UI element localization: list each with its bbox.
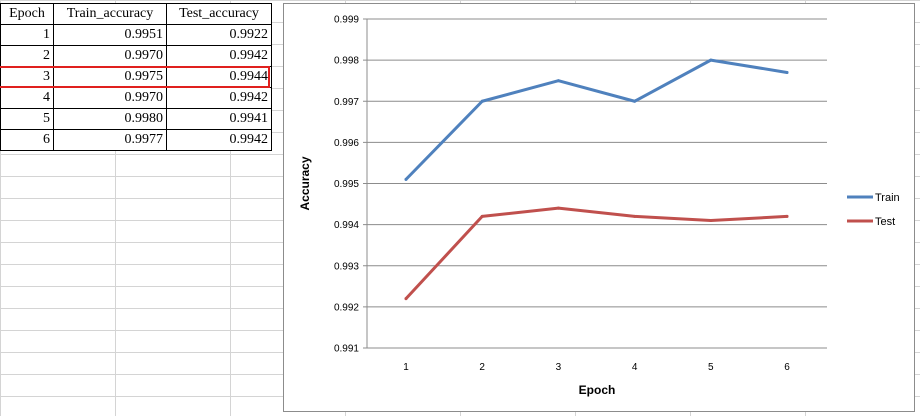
cell-train-accuracy[interactable]: 0.9970 <box>53 45 167 67</box>
table-row: 4 0.9970 0.9942 <box>0 87 272 109</box>
y-tick-label: 0.992 <box>334 302 359 313</box>
header-train-accuracy[interactable]: Train_accuracy <box>53 3 167 25</box>
table-row: 3 0.9975 0.9944 <box>0 66 272 88</box>
x-tick-label: 3 <box>556 362 562 373</box>
legend-label-train: Train <box>875 192 900 204</box>
cell-epoch[interactable]: 3 <box>0 66 54 88</box>
cell-epoch[interactable]: 5 <box>0 108 54 130</box>
cell-test-accuracy[interactable]: 0.9942 <box>166 87 272 109</box>
data-point-train <box>633 99 637 103</box>
cell-test-accuracy[interactable]: 0.9941 <box>166 108 272 130</box>
y-axis-label: Accuracy <box>298 156 312 210</box>
data-point-test <box>480 214 484 218</box>
cell-train-accuracy[interactable]: 0.9970 <box>53 87 167 109</box>
cell-test-accuracy[interactable]: 0.9922 <box>166 24 272 46</box>
data-point-train <box>556 79 560 83</box>
series-line-train <box>404 58 789 181</box>
table-row: 6 0.9977 0.9942 <box>0 129 272 151</box>
data-point-train <box>709 58 713 62</box>
y-tick-label: 0.995 <box>334 179 359 190</box>
x-tick-label: 1 <box>403 362 409 373</box>
y-tick-label: 0.996 <box>334 138 359 149</box>
data-point-test <box>556 206 560 210</box>
data-point-train <box>480 99 484 103</box>
x-tick-label: 5 <box>708 362 714 373</box>
table-header-row: Epoch Train_accuracy Test_accuracy <box>0 3 272 25</box>
series-line-test <box>404 206 789 301</box>
cell-epoch[interactable]: 2 <box>0 45 54 67</box>
data-point-train <box>785 70 789 74</box>
cell-epoch[interactable]: 6 <box>0 129 54 151</box>
data-point-test <box>404 297 408 301</box>
cell-epoch[interactable]: 1 <box>0 24 54 46</box>
y-tick-label: 0.999 <box>334 15 359 26</box>
table-row: 1 0.9951 0.9922 <box>0 24 272 46</box>
y-tick-label: 0.997 <box>334 97 359 108</box>
cell-test-accuracy[interactable]: 0.9942 <box>166 129 272 151</box>
cell-train-accuracy[interactable]: 0.9980 <box>53 108 167 130</box>
legend-label-test: Test <box>875 216 895 228</box>
cell-train-accuracy[interactable]: 0.9977 <box>53 129 167 151</box>
cell-train-accuracy[interactable]: 0.9951 <box>53 24 167 46</box>
table-row: 2 0.9970 0.9942 <box>0 45 272 67</box>
x-tick-label: 2 <box>479 362 485 373</box>
header-test-accuracy[interactable]: Test_accuracy <box>166 3 272 25</box>
cell-epoch[interactable]: 4 <box>0 87 54 109</box>
data-point-train <box>404 177 408 181</box>
x-tick-label: 4 <box>632 362 638 373</box>
header-epoch[interactable]: Epoch <box>0 3 54 25</box>
data-point-test <box>633 214 637 218</box>
line-chart: 0.991 0.992 0.993 0.994 0.995 0.996 0.997 0.998… <box>298 15 900 398</box>
chart-area[interactable]: 0.991 0.992 0.993 0.994 0.995 0.996 0.997 0.998… <box>283 3 915 412</box>
table-row: 5 0.9980 0.9941 <box>0 108 272 130</box>
data-point-test <box>709 219 713 223</box>
data-point-test <box>785 214 789 218</box>
y-tick-label: 0.994 <box>334 220 359 231</box>
y-tick-label: 0.993 <box>334 261 359 272</box>
cell-test-accuracy[interactable]: 0.9942 <box>166 45 272 67</box>
cell-test-accuracy[interactable]: 0.9944 <box>166 66 272 88</box>
cell-train-accuracy[interactable]: 0.9975 <box>53 66 167 88</box>
y-tick-label: 0.991 <box>334 344 359 355</box>
x-tick-label: 6 <box>784 362 790 373</box>
x-axis-label: Epoch <box>579 383 616 397</box>
data-table: Epoch Train_accuracy Test_accuracy 1 0.9… <box>0 3 272 151</box>
y-tick-label: 0.998 <box>334 56 359 67</box>
